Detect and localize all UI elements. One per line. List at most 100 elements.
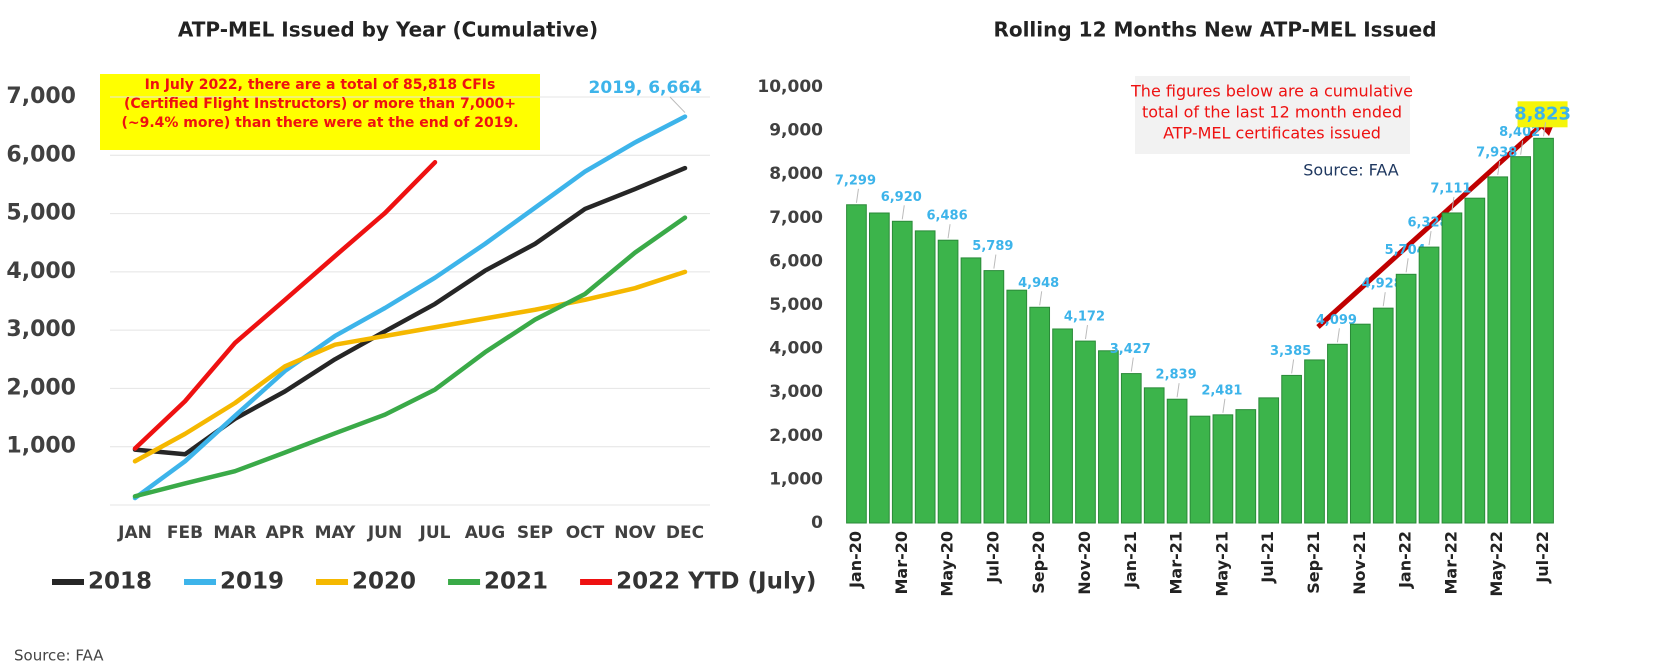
x-tick-label: JAN — [117, 523, 152, 543]
bar — [1441, 212, 1463, 524]
y-tick-label: 3,000 — [769, 382, 823, 402]
value-label: 4,928 — [1362, 277, 1403, 292]
leader-line — [1405, 258, 1409, 273]
y-tick-label: 5,000 — [769, 295, 823, 315]
leader-line — [901, 205, 905, 220]
bar — [1098, 350, 1119, 524]
y-tick-label: 9,000 — [769, 121, 823, 141]
leader-line — [1291, 359, 1295, 374]
bar — [1349, 323, 1371, 524]
bar — [1258, 397, 1280, 524]
bar — [1143, 387, 1165, 524]
leader-line — [1428, 231, 1432, 246]
x-tick-label: Jul-21 — [1258, 531, 1277, 584]
value-label: 7,111 — [1430, 181, 1471, 196]
bar — [1075, 340, 1096, 524]
leader-line — [1084, 325, 1088, 340]
source: Source: FAA — [14, 647, 104, 665]
bar — [846, 204, 867, 524]
x-tick-label: NOV — [614, 523, 656, 543]
bar — [1395, 273, 1417, 524]
x-tick-label: Nov-20 — [1075, 531, 1094, 595]
x-tick-label: AUG — [465, 523, 505, 543]
x-tick-label: May-22 — [1487, 531, 1506, 597]
value-label: 6,920 — [881, 190, 922, 205]
leader-line — [993, 254, 997, 269]
value-label: 3,427 — [1110, 342, 1151, 357]
x-tick-label: May-21 — [1212, 531, 1231, 597]
bar — [1304, 359, 1325, 524]
trend-arrow — [1316, 120, 1547, 329]
x-tick-label: Mar-22 — [1441, 531, 1460, 595]
leader-line — [1222, 398, 1226, 413]
y-tick-label: 3,000 — [6, 317, 76, 342]
value-label: 4,172 — [1064, 310, 1105, 325]
bar — [1212, 414, 1234, 524]
y-tick-label: 7,000 — [6, 84, 76, 109]
x-tick-label: DEC — [666, 523, 704, 543]
bar — [937, 239, 959, 524]
leader-line — [1039, 291, 1043, 306]
y-tick-label: 7,000 — [769, 208, 823, 228]
y-tick-label: 6,000 — [6, 142, 76, 167]
value-label: 2,839 — [1156, 368, 1197, 383]
bar — [1281, 374, 1302, 524]
x-tick-label: Jul-20 — [983, 531, 1002, 584]
callout-text: (~9.4% more) than there were at the end … — [121, 115, 518, 131]
value-label: 8,823 — [1514, 103, 1571, 124]
value-label: 5,704 — [1385, 243, 1426, 258]
leader-line — [855, 188, 859, 203]
callout-box — [1135, 76, 1410, 154]
bar — [891, 220, 913, 524]
bar — [1327, 343, 1348, 524]
bar — [869, 212, 890, 524]
bar — [1372, 307, 1394, 524]
leader-line — [1336, 328, 1340, 343]
bar — [1418, 246, 1440, 524]
x-tick-label: Sep-21 — [1304, 531, 1323, 594]
bar — [1533, 137, 1554, 524]
bar — [1487, 176, 1509, 524]
bar — [914, 230, 936, 524]
highlight — [1517, 101, 1568, 128]
value-label: 7,299 — [835, 173, 876, 188]
y-tick-label: 5,000 — [6, 201, 76, 226]
x-tick-label: Jan-20 — [846, 531, 865, 589]
y-tick-label: 10,000 — [757, 77, 823, 97]
bar — [1510, 156, 1531, 524]
callout-text: (Certified Flight Instructors) or more t… — [124, 96, 516, 112]
x-tick-label: Jan-21 — [1121, 531, 1140, 589]
x-tick-label: JUL — [419, 523, 451, 543]
callout-text: The figures below are a cumulative — [1130, 82, 1413, 101]
y-tick-label: 1,000 — [769, 469, 823, 489]
y-tick-label: 4,000 — [6, 259, 76, 284]
series-line — [132, 160, 438, 451]
chart-title: Rolling 12 Months New ATP-MEL Issued — [993, 18, 1436, 42]
callout-text: total of the last 12 month ended — [1142, 103, 1402, 122]
series-line — [132, 215, 688, 499]
value-label: 6,328 — [1407, 216, 1448, 231]
leader-line — [1382, 292, 1386, 307]
callout-box — [100, 74, 540, 150]
bar — [960, 257, 982, 524]
value-label: 7,938 — [1476, 145, 1517, 160]
leader-line — [947, 224, 951, 239]
y-tick-label: 0 — [811, 513, 823, 533]
bar — [1235, 409, 1257, 524]
legend-label: 2022 YTD (July) — [616, 569, 816, 595]
y-tick-label: 1,000 — [6, 434, 76, 459]
callout-text: ATP-MEL certificates issued — [1163, 124, 1381, 143]
y-tick-label: 6,000 — [769, 251, 823, 271]
value-label: 5,789 — [972, 239, 1013, 254]
x-tick-label: Mar-21 — [1167, 531, 1186, 595]
x-tick-label: JUN — [367, 523, 402, 543]
leader-line — [669, 96, 686, 113]
x-tick-label: Mar-20 — [892, 531, 911, 595]
value-label: 3,385 — [1270, 344, 1311, 359]
series-line — [132, 114, 688, 501]
y-tick-label: 2,000 — [769, 426, 823, 446]
point-label: 2019, 6,664 — [589, 78, 703, 98]
chart-title: ATP-MEL Issued by Year (Cumulative) — [178, 18, 598, 42]
